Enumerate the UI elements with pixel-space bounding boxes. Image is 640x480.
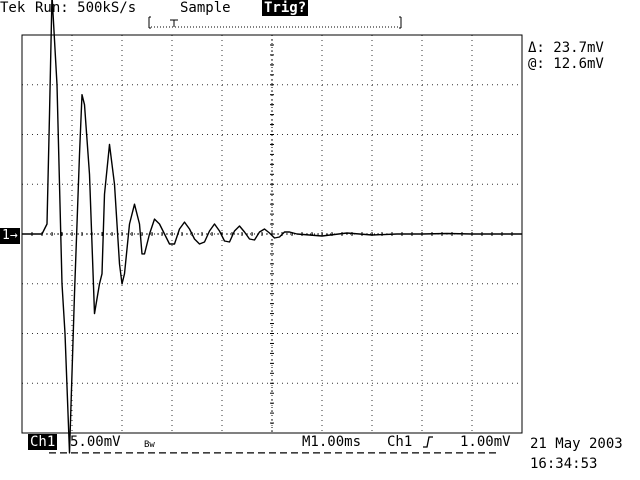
- cursor-delta-readout: Δ: 23.7mV: [528, 40, 604, 56]
- run-state: Run: 500kS/s: [35, 0, 137, 16]
- acquisition-mode: Sample: [180, 0, 231, 16]
- volts-per-div: 5.00mV: [70, 434, 121, 450]
- trigger-status-badge: Trig?: [262, 0, 309, 16]
- cursor-position-readout: @: 12.6mV: [528, 56, 604, 72]
- timebase: M1.00ms: [302, 434, 362, 450]
- channel-label[interactable]: Ch1: [28, 434, 58, 450]
- ch1-waveform: [22, 0, 522, 454]
- capture-time: 16:34:53: [530, 456, 598, 472]
- bandwidth-limit-indicator: Bw: [144, 440, 155, 450]
- channel1-ground-marker[interactable]: 1→: [0, 228, 20, 244]
- trigger-source: Ch1: [387, 434, 413, 450]
- rising-edge-icon: [423, 436, 433, 448]
- record-length-indicator: [148, 16, 402, 29]
- scope-brand: Tek: [0, 0, 26, 16]
- capture-date: 21 May 2003: [530, 436, 623, 452]
- cursor-lines[interactable]: [49, 0, 497, 454]
- ch1-trace: [22, 0, 522, 454]
- trigger-level: 1.00mV: [460, 434, 511, 450]
